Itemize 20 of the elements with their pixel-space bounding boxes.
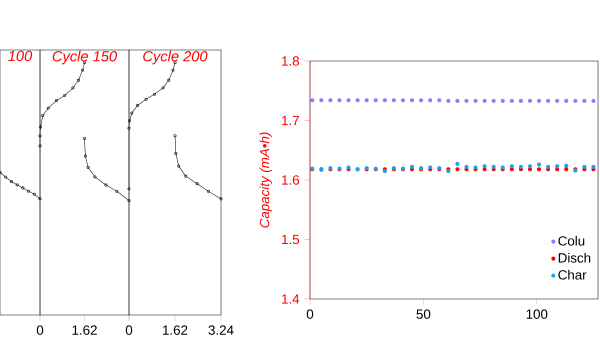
x-tick-label: 0 xyxy=(36,325,44,335)
x-tick-label: 0 xyxy=(126,325,132,335)
y-tick-label: 1.8 xyxy=(282,56,300,66)
legend-label: Colu xyxy=(558,236,584,246)
x-tick-label: 1.62 xyxy=(72,325,97,335)
x-tick-label: 100 xyxy=(526,309,548,319)
x-tick-label: 3.24 xyxy=(208,325,234,335)
y-tick-label: 1.5 xyxy=(282,234,300,244)
legend-label: Char xyxy=(558,270,586,280)
legend-label: Disch xyxy=(558,252,590,263)
y-tick-label: 1.4 xyxy=(282,294,300,304)
x-tick-label: 1.62 xyxy=(163,325,188,335)
chart-title: 100 xyxy=(8,50,32,62)
x-tick-label: 50 xyxy=(416,309,430,319)
chart-title: Cycle 200 xyxy=(143,50,208,64)
y-axis-title: Capacity (mA•h) xyxy=(259,132,272,228)
x-tick-label: 0 xyxy=(306,309,314,319)
chart-title: Cycle 150 xyxy=(52,50,117,64)
y-tick-label: 1.6 xyxy=(282,175,300,185)
y-tick-label: 1.7 xyxy=(282,116,299,126)
